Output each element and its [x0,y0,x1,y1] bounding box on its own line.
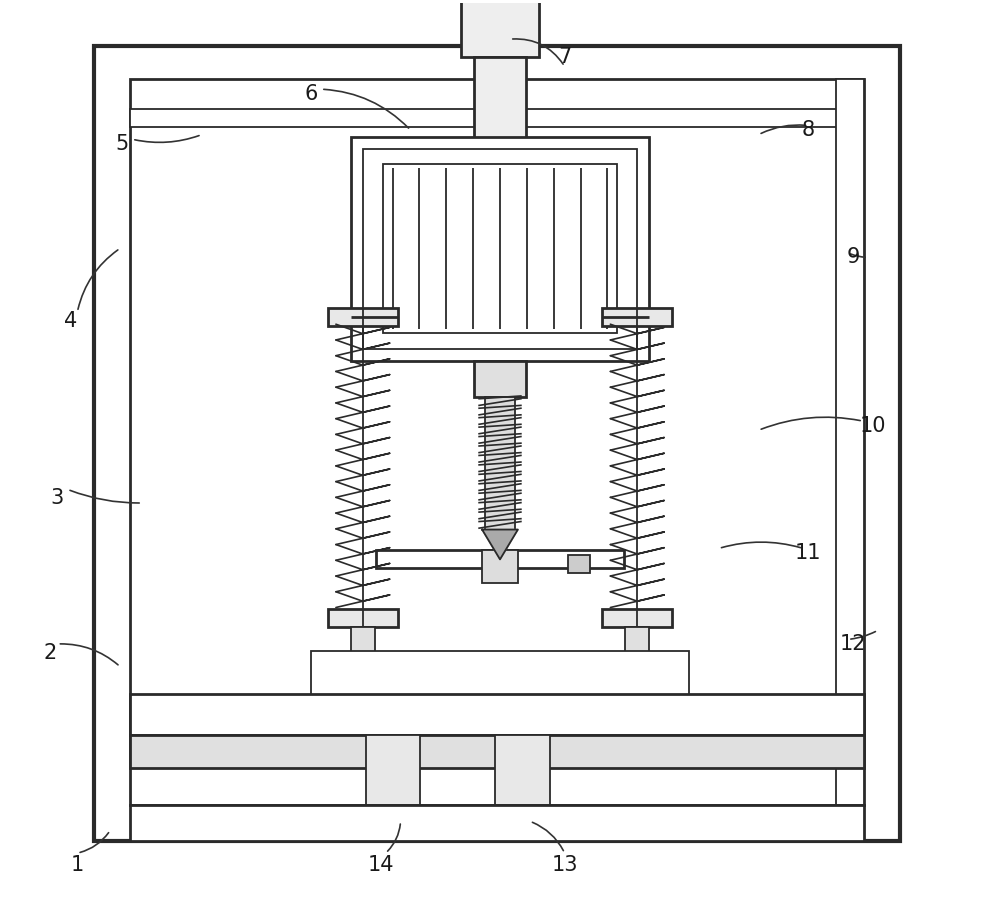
Bar [836,80,864,805]
Text: 1: 1 [71,855,84,875]
Text: 3: 3 [51,489,64,509]
Bar [130,80,864,805]
Polygon shape [482,530,518,559]
Text: 13: 13 [551,855,578,875]
Text: 11: 11 [795,543,822,563]
Bar [130,109,864,127]
Bar [495,736,550,805]
Bar [351,627,375,673]
Bar [568,555,590,574]
Bar [485,397,515,530]
Bar [482,551,518,583]
Bar [461,0,539,58]
Text: 14: 14 [367,855,394,875]
Text: 4: 4 [64,311,77,331]
Bar [383,164,617,333]
Bar [94,46,900,841]
Bar [376,551,624,568]
Text: 12: 12 [840,634,866,654]
Bar [609,673,665,691]
Bar [351,137,649,361]
Bar [625,627,649,673]
Text: 2: 2 [44,643,57,663]
Bar [602,609,672,627]
Bar [474,361,526,397]
Bar [602,308,672,326]
Text: 6: 6 [304,83,318,103]
Text: 5: 5 [115,134,129,154]
Bar [363,149,637,349]
Bar [130,736,864,768]
Bar [328,308,398,326]
Bar [335,673,391,691]
Bar [311,651,689,695]
Bar [130,694,864,736]
Bar [341,689,385,708]
Text: 10: 10 [860,415,886,436]
Text: 8: 8 [802,120,815,140]
Bar [328,609,398,627]
Bar [130,805,864,841]
Bar [366,736,420,805]
Text: 9: 9 [846,247,860,267]
Bar [615,689,659,708]
Text: 7: 7 [558,48,571,68]
Bar [474,58,526,156]
